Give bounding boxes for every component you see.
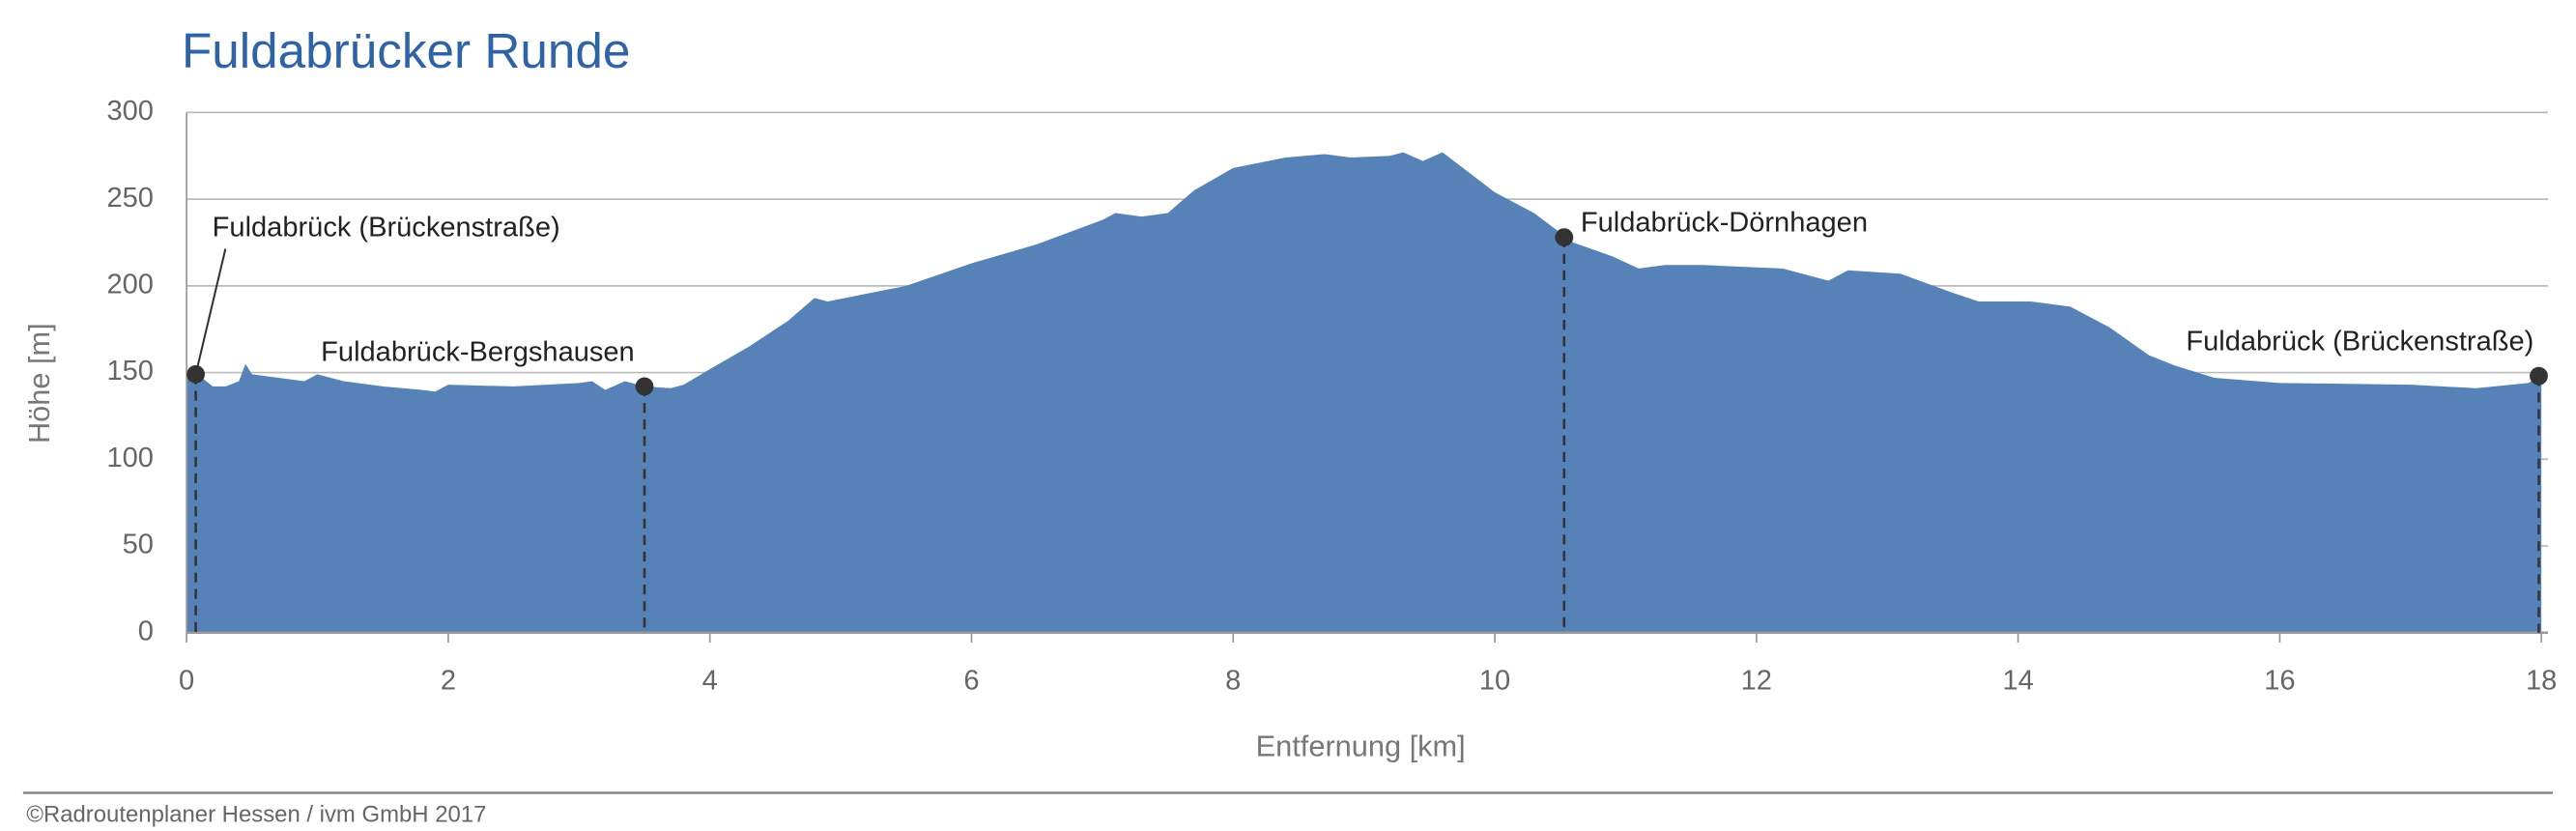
x-tick-label: 6 (963, 666, 979, 697)
annotation-label: Fuldabrück-Dörnhagen (1581, 208, 1868, 239)
y-tick-label: 50 (123, 530, 154, 560)
x-tick-label: 16 (2264, 666, 2295, 697)
y-tick-label: 100 (106, 443, 153, 473)
leader-line (194, 248, 227, 375)
y-tick-label: 200 (106, 270, 153, 301)
footer: ©Radroutenplaner Hessen / ivm GmbH 2017 (26, 802, 486, 828)
x-tick-label: 0 (179, 666, 194, 697)
elevation-area (186, 152, 2542, 633)
y-tick-label: 150 (106, 356, 153, 387)
x-axis-label: Entfernung [km] (1256, 729, 1466, 762)
x-tick-label: 4 (702, 666, 718, 697)
y-tick-label: 300 (106, 96, 153, 127)
marker (2530, 366, 2548, 386)
x-tick-label: 12 (1741, 666, 1772, 697)
annotation-label: Fuldabrück-Bergshausen (321, 336, 635, 367)
chart-title: Fuldabrücker Runde (182, 23, 630, 78)
x-tick-label: 18 (2526, 666, 2557, 697)
y-tick-label: 250 (106, 183, 153, 214)
annotation-label: Fuldabrück (Brückenstraße) (2186, 327, 2533, 358)
y-tick-label: 0 (138, 616, 154, 646)
x-tick-label: 10 (1479, 666, 1510, 697)
x-tick-label: 2 (441, 666, 456, 697)
marker (1555, 228, 1574, 247)
x-tick-label: 14 (2002, 666, 2033, 697)
marker (635, 377, 654, 396)
y-axis-label: Höhe [m] (22, 323, 56, 444)
annotation-label: Fuldabrück (Brückenstraße) (213, 213, 560, 244)
marker (186, 364, 205, 384)
x-tick-label: 8 (1225, 666, 1241, 697)
